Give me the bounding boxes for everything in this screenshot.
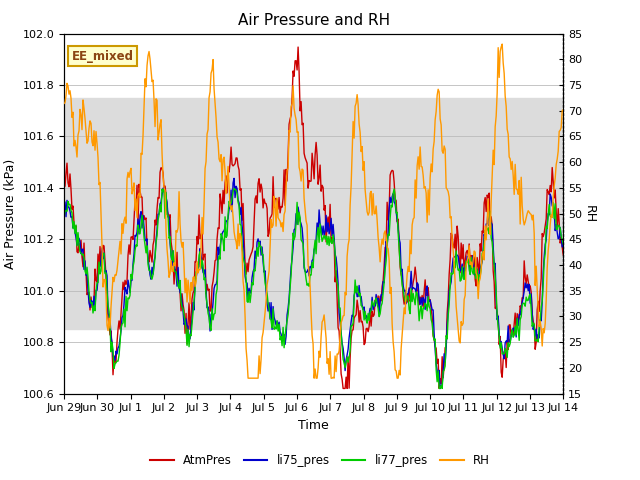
Text: EE_mixed: EE_mixed — [72, 50, 134, 63]
Title: Air Pressure and RH: Air Pressure and RH — [237, 13, 390, 28]
X-axis label: Time: Time — [298, 419, 329, 432]
Bar — [64, 98, 563, 329]
Y-axis label: RH: RH — [583, 204, 596, 223]
Y-axis label: Air Pressure (kPa): Air Pressure (kPa) — [4, 158, 17, 269]
Legend: AtmPres, li75_pres, li77_pres, RH: AtmPres, li75_pres, li77_pres, RH — [145, 449, 495, 472]
